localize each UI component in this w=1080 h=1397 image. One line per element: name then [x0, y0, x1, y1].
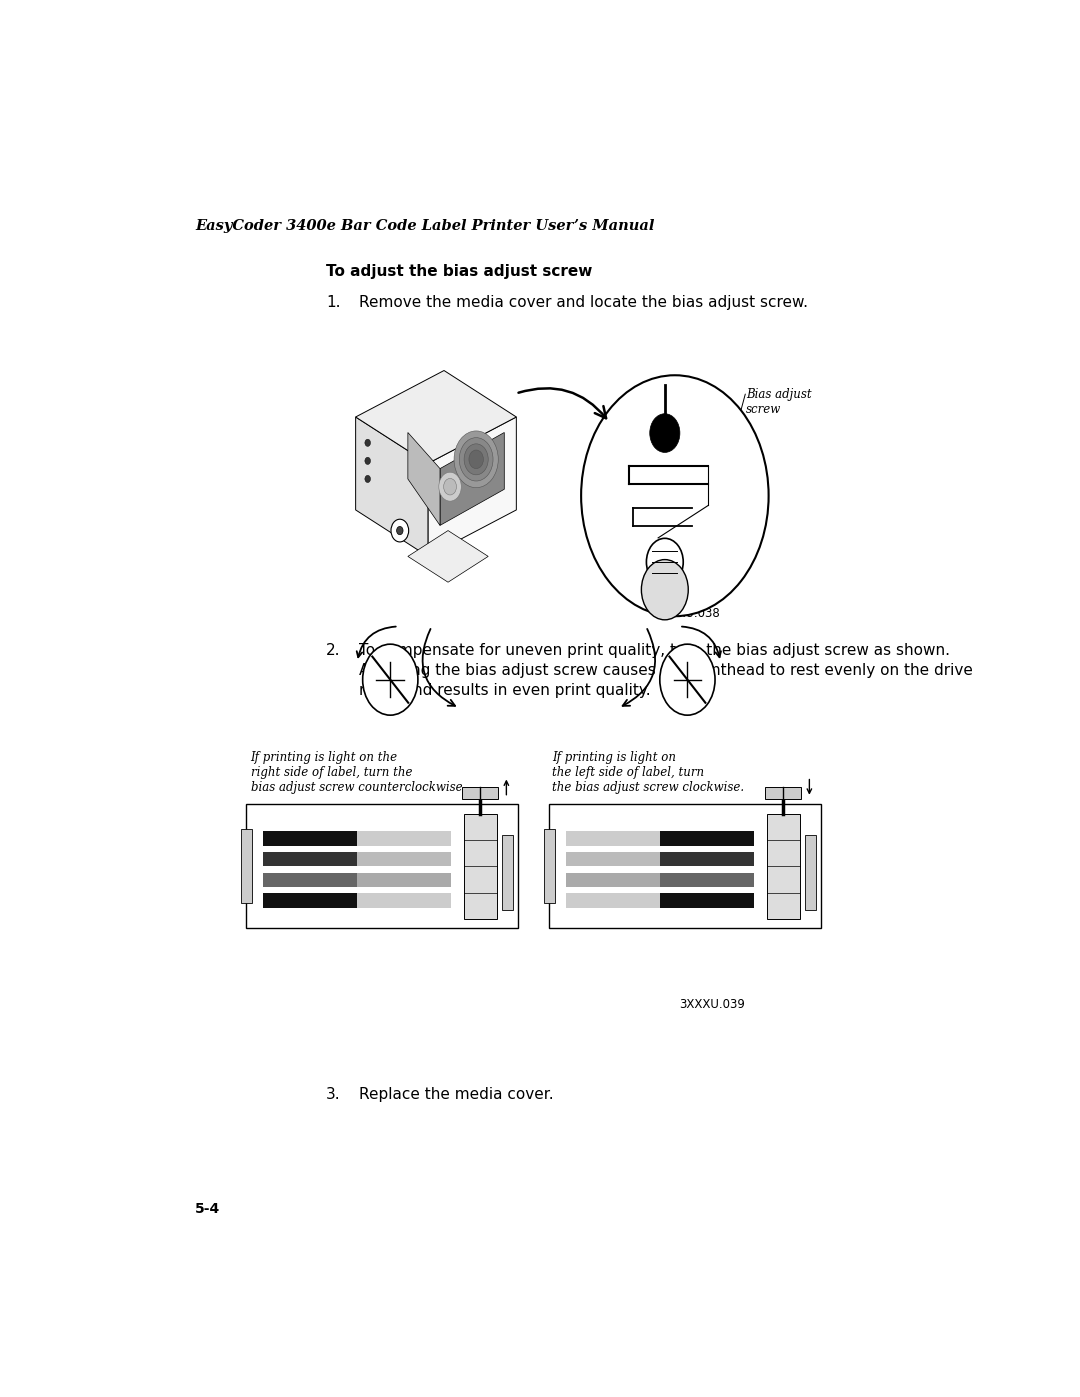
Bar: [356, 852, 450, 866]
Bar: [550, 805, 822, 928]
Circle shape: [363, 644, 418, 715]
Polygon shape: [355, 370, 516, 464]
Bar: [660, 831, 754, 845]
Circle shape: [438, 472, 461, 502]
Circle shape: [581, 376, 769, 616]
Circle shape: [464, 444, 488, 475]
Bar: [660, 852, 754, 866]
Bar: [566, 873, 660, 887]
Circle shape: [459, 437, 494, 481]
Circle shape: [650, 414, 680, 453]
Bar: [566, 831, 660, 845]
Bar: [262, 893, 356, 908]
Bar: [767, 813, 799, 919]
Text: Replace the media cover.: Replace the media cover.: [360, 1087, 554, 1102]
Circle shape: [469, 450, 484, 468]
Bar: [262, 852, 356, 866]
Bar: [805, 835, 815, 909]
Text: 1.: 1.: [326, 295, 340, 310]
Bar: [766, 787, 801, 799]
Bar: [502, 835, 513, 909]
Bar: [356, 893, 450, 908]
Circle shape: [396, 527, 403, 535]
Circle shape: [647, 538, 684, 585]
Circle shape: [454, 430, 498, 488]
Bar: [566, 893, 660, 908]
Circle shape: [365, 457, 370, 464]
Bar: [356, 873, 450, 887]
Text: To adjust the bias adjust screw: To adjust the bias adjust screw: [326, 264, 592, 279]
Polygon shape: [355, 416, 428, 556]
Circle shape: [365, 439, 370, 447]
Text: 3.: 3.: [326, 1087, 340, 1102]
Circle shape: [660, 644, 715, 715]
Polygon shape: [408, 433, 440, 525]
Bar: [262, 873, 356, 887]
Circle shape: [365, 475, 370, 482]
Bar: [246, 805, 518, 928]
Bar: [660, 873, 754, 887]
Circle shape: [642, 560, 688, 620]
Text: To compensate for uneven print quality, turn the bias adjust screw as shown.
Adj: To compensate for uneven print quality, …: [360, 643, 973, 697]
Polygon shape: [440, 433, 504, 525]
Circle shape: [391, 520, 408, 542]
Text: Remove the media cover and locate the bias adjust screw.: Remove the media cover and locate the bi…: [360, 295, 808, 310]
Polygon shape: [428, 416, 516, 556]
Bar: [356, 831, 450, 845]
Text: 3XXXU.038: 3XXXU.038: [653, 606, 719, 619]
Text: EasyCoder 3400e Bar Code Label Printer User’s Manual: EasyCoder 3400e Bar Code Label Printer U…: [195, 219, 654, 233]
Bar: [660, 893, 754, 908]
Bar: [544, 830, 555, 904]
Text: If printing is light on the
right side of label, turn the
bias adjust screw coun: If printing is light on the right side o…: [251, 750, 465, 793]
Text: 2.: 2.: [326, 643, 340, 658]
Polygon shape: [408, 531, 488, 583]
Text: Bias adjust
screw: Bias adjust screw: [746, 388, 812, 416]
Circle shape: [444, 478, 457, 495]
Bar: [566, 852, 660, 866]
Text: If printing is light on
the left side of label, turn
the bias adjust screw clock: If printing is light on the left side of…: [552, 750, 744, 793]
Bar: [241, 830, 252, 904]
Bar: [464, 813, 497, 919]
Bar: [462, 787, 498, 799]
Text: 3XXXU.039: 3XXXU.039: [679, 997, 745, 1011]
Text: 5-4: 5-4: [195, 1203, 220, 1217]
Bar: [262, 831, 356, 845]
